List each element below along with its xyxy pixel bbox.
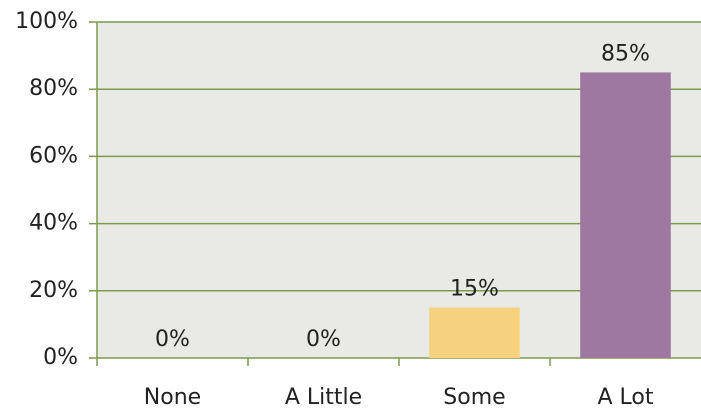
bar: [580, 72, 671, 359]
y-tick-label: 100%: [15, 9, 78, 34]
y-tick-label: 20%: [29, 278, 78, 303]
value-label: 0%: [306, 327, 341, 352]
y-tick-label: 40%: [29, 211, 78, 236]
value-label: 15%: [450, 277, 499, 302]
x-tick-label: A Lot: [598, 385, 654, 410]
y-tick-label: 0%: [43, 345, 78, 370]
y-tick-label: 80%: [29, 76, 78, 101]
value-label: 85%: [601, 41, 650, 66]
x-tick-label: None: [144, 385, 201, 410]
bar: [429, 307, 520, 358]
x-tick-label: A Little: [285, 385, 362, 410]
y-tick-label: 60%: [29, 143, 78, 168]
value-label: 0%: [155, 327, 190, 352]
x-tick-label: Some: [443, 385, 505, 410]
